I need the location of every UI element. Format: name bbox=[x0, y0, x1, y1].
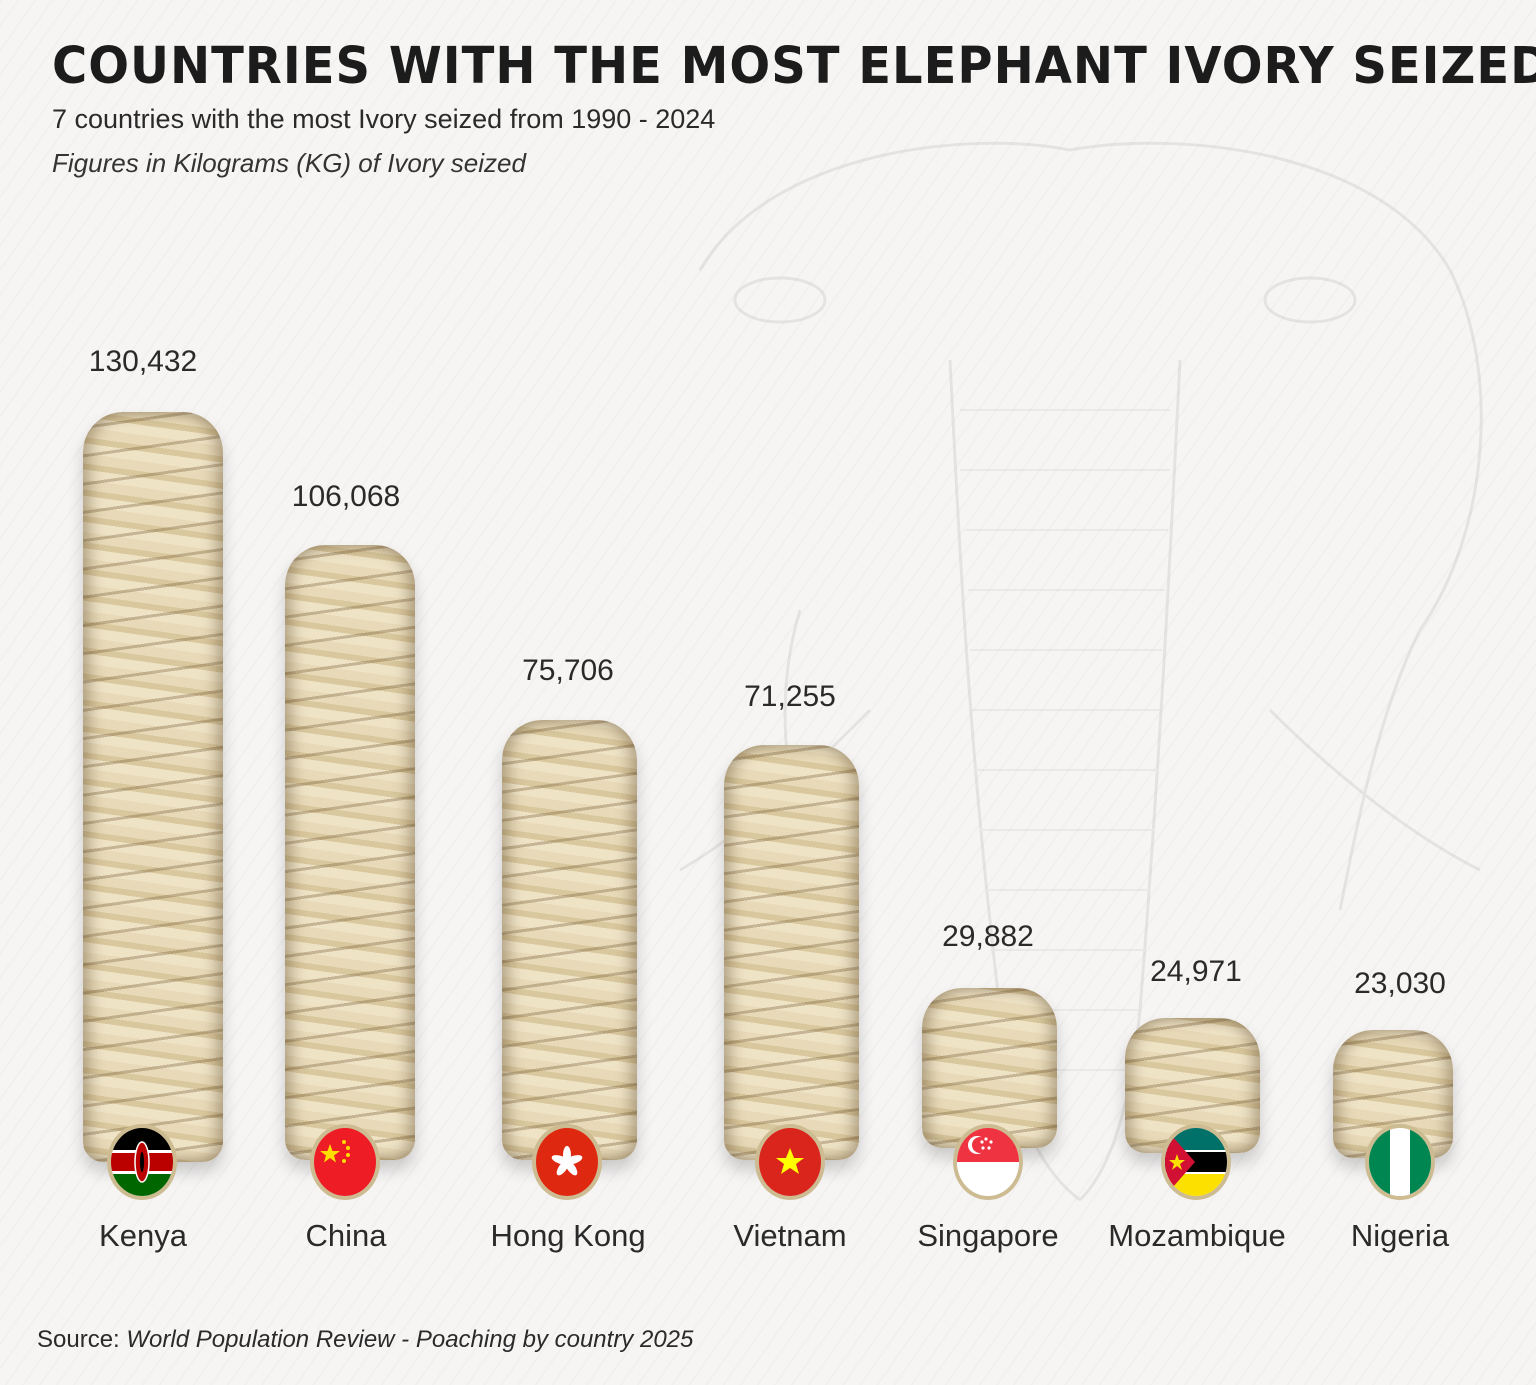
ivory-stack bbox=[502, 720, 637, 1160]
chart-subtitle: 7 countries with the most Ivory seized f… bbox=[52, 104, 716, 134]
value-label: 130,432 bbox=[88, 345, 198, 378]
hong-kong-flag-icon bbox=[532, 1124, 602, 1200]
source-note: Source: World Population Review - Poachi… bbox=[37, 1326, 693, 1354]
units-note: Figures in Kilograms (KG) of Ivory seize… bbox=[52, 148, 526, 178]
nigeria-flag-icon bbox=[1365, 1124, 1435, 1200]
ivory-stack bbox=[922, 988, 1057, 1148]
ivory-stack bbox=[83, 412, 223, 1162]
china-flag-icon bbox=[310, 1124, 380, 1200]
category-label: Kenya bbox=[99, 1218, 187, 1253]
ivory-stack bbox=[724, 745, 859, 1160]
value-label: 75,706 bbox=[522, 654, 614, 687]
chart-title: COUNTRIES WITH THE MOST ELEPHANT IVORY S… bbox=[52, 36, 1536, 96]
mozambique-flag-icon bbox=[1161, 1124, 1231, 1200]
singapore-flag-icon bbox=[953, 1124, 1023, 1200]
value-label: 71,255 bbox=[744, 680, 836, 713]
category-label: Nigeria bbox=[1350, 1218, 1450, 1253]
value-label: 23,030 bbox=[1354, 967, 1446, 1000]
category-label: China bbox=[305, 1218, 387, 1253]
source-prefix: Source: bbox=[37, 1326, 120, 1353]
ivory-stack bbox=[285, 545, 415, 1160]
category-label: Hong Kong bbox=[490, 1218, 646, 1253]
category-label: Vietnam bbox=[733, 1218, 847, 1253]
value-label: 106,068 bbox=[291, 480, 401, 513]
kenya-flag-icon bbox=[107, 1124, 177, 1200]
value-label: 24,971 bbox=[1150, 955, 1242, 988]
vietnam-flag-icon bbox=[755, 1124, 825, 1200]
source-text: World Population Review - Poaching by co… bbox=[126, 1326, 694, 1353]
category-label: Singapore bbox=[917, 1218, 1059, 1253]
category-label: Mozambique bbox=[1108, 1218, 1286, 1253]
value-label: 29,882 bbox=[942, 920, 1034, 953]
